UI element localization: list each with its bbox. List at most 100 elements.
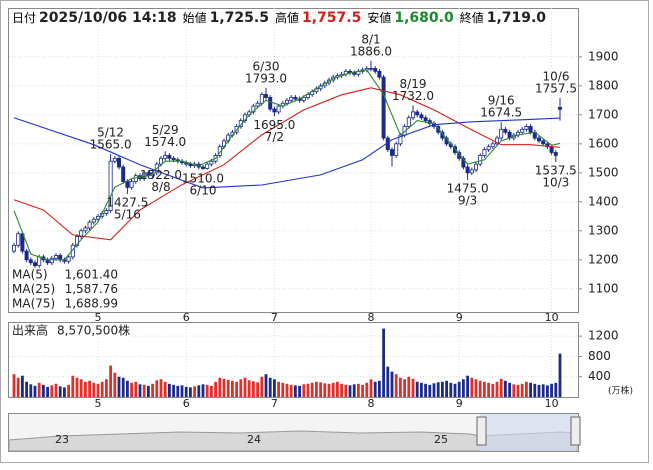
candle-body (209, 160, 214, 165)
volume-bar (247, 380, 251, 397)
candle-body (268, 97, 273, 110)
annotation-value: 1574.0 (144, 135, 186, 149)
annotation-date: 8/19 (400, 77, 427, 91)
navigator-handle[interactable] (570, 416, 581, 446)
volume-bar (268, 377, 272, 397)
navigator-label: 24 (247, 433, 261, 446)
y-tick-label: 1100 (588, 281, 619, 295)
candle-body (79, 230, 84, 238)
annotation-value: 1522.0 (140, 168, 182, 182)
volume-bar (264, 374, 268, 397)
volume-bar (121, 377, 125, 397)
candle-body (167, 155, 172, 159)
x-tick-label: 7 (271, 311, 278, 324)
volume-bar (445, 380, 448, 397)
volume-bar (348, 385, 352, 397)
volume-bar (71, 375, 75, 397)
candle-body (368, 68, 373, 70)
volume-bar (289, 384, 293, 397)
volume-bar (193, 386, 196, 397)
navigator-handle[interactable] (476, 416, 487, 446)
legend-value: 1,688.99 (65, 297, 118, 311)
candle-body (272, 108, 277, 113)
candle-body (112, 157, 117, 162)
header-label: 始値 (182, 11, 207, 25)
navigator-label: 25 (434, 433, 448, 446)
annotation-value: 1757.5 (535, 82, 577, 96)
candle-body (33, 262, 38, 267)
volume-tick-label: 400 (588, 369, 611, 383)
candle-body (415, 111, 420, 116)
candle-body (520, 128, 525, 133)
candle-body (276, 105, 281, 113)
y-tick-label: 1800 (588, 78, 619, 92)
volume-bar (357, 383, 360, 397)
volume-bar (520, 383, 524, 397)
volume-bar (281, 382, 285, 397)
y-tick-label: 1700 (588, 107, 619, 121)
annotation-value: 1695.0 (253, 118, 295, 132)
volume-bar (483, 381, 486, 397)
candle-body (537, 137, 542, 142)
volume-bar (218, 377, 222, 397)
volume-bar (21, 375, 24, 397)
volume-bar (210, 385, 213, 397)
annotation-value: 1510.0 (182, 171, 224, 185)
y-tick-label: 1400 (588, 194, 619, 208)
volume-bar (222, 378, 226, 397)
annotation-value: 1886.0 (350, 44, 392, 58)
candle-body (83, 227, 88, 232)
header-label: 高値 (274, 11, 299, 25)
y-tick-label: 1300 (588, 223, 619, 237)
candle-body (16, 233, 21, 246)
candle-body (125, 181, 130, 188)
volume-bar (361, 384, 364, 397)
y-tick-label: 1500 (588, 165, 619, 179)
volume-bar (319, 382, 322, 397)
header-value: 1,725.5 (209, 10, 269, 26)
annotation-date: 8/1 (361, 32, 380, 46)
volume-bar (294, 385, 297, 397)
volume-bar (327, 383, 331, 397)
volume-bar (336, 381, 339, 397)
volume-bar (487, 382, 490, 397)
candle-body (410, 111, 415, 119)
candle-body (478, 155, 483, 165)
legend-box (10, 268, 122, 311)
volume-bar (315, 381, 318, 397)
volume-bar (407, 376, 411, 397)
volume-bar (29, 384, 33, 397)
ma-line (13, 117, 561, 189)
volume-bar (25, 381, 28, 397)
volume-bar (113, 372, 117, 397)
volume-bar (298, 385, 301, 397)
navigator-window[interactable] (480, 414, 577, 451)
candle-body (528, 126, 533, 133)
volume-bar (42, 384, 45, 397)
volume-bar (126, 380, 129, 397)
volume-bar (134, 381, 138, 397)
volume-bar (546, 385, 549, 397)
legend-name: MA(25) (12, 282, 55, 296)
annotation-value: 1427.5 (106, 195, 148, 209)
annotation-date: 8/8 (151, 180, 170, 194)
volume-bar (415, 381, 419, 397)
candle-body (91, 218, 96, 223)
annotation-date: 10/3 (542, 175, 569, 189)
candle-body (494, 137, 499, 145)
ma-line (13, 87, 561, 241)
volume-bar (235, 381, 238, 397)
candle-body (129, 181, 134, 188)
volume-bar (79, 379, 83, 397)
candle-body (558, 107, 563, 110)
volume-bar (352, 384, 356, 397)
volume-bar (117, 376, 121, 397)
volume-bar (541, 384, 545, 397)
volume-bar (331, 382, 335, 397)
volume-bar (189, 387, 192, 397)
navigator-label: 23 (55, 433, 69, 446)
candle-body (121, 166, 126, 182)
volume-bar (369, 379, 373, 397)
